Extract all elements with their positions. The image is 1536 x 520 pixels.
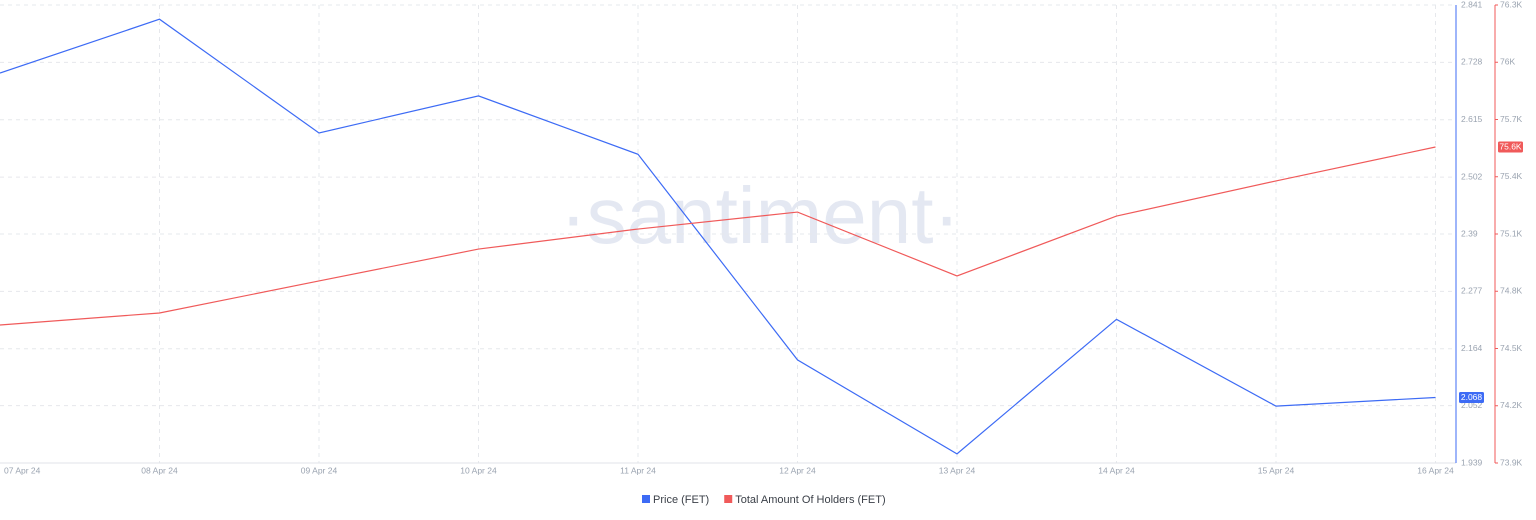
value-label: 2.068 [1461,392,1483,402]
x-tick-label: 11 Apr 24 [620,465,656,475]
value-badge [1498,141,1523,153]
y2-tick-label: 75.4K [1500,171,1523,181]
legend-swatch [724,495,733,503]
y2-tick-label: 74.2K [1500,400,1523,410]
y-tick-label: 1.939 [1461,457,1483,467]
y-tick-label: 2.615 [1461,114,1483,124]
y-tick-label: 2.502 [1461,171,1483,181]
y-tick-label: 2.728 [1461,57,1483,67]
x-tick-label: 16 Apr 24 [1417,465,1454,475]
series-line [0,18,1436,455]
y-tick-label: 2.841 [1461,0,1483,9]
x-tick-label: 13 Apr 24 [939,465,976,475]
y-tick-label: 2.164 [1461,343,1483,353]
x-tick-label: 10 Apr 24 [460,465,497,475]
y2-tick-label: 76.3K [1500,0,1523,9]
x-tick-label: 09 Apr 24 [301,465,338,475]
x-tick-label: 12 Apr 24 [779,465,816,475]
value-badge [1459,391,1484,403]
x-tick-label: 07 Apr 24 [4,465,41,475]
y-tick-label: 2.052 [1461,400,1483,410]
legend-label: Price (FET) [653,494,709,506]
y2-tick-label: 75.1K [1500,228,1523,238]
y-tick-label: 2.277 [1461,286,1483,296]
y2-tick-label: 73.9K [1500,457,1523,467]
y2-tick-label: 75.7K [1500,114,1523,124]
x-tick-label: 15 Apr 24 [1258,465,1295,475]
y-tick-label: 2.39 [1461,228,1478,238]
value-label: 75.6K [1499,142,1522,152]
x-tick-label: 08 Apr 24 [141,465,178,475]
legend-label: Total Amount Of Holders (FET) [735,494,885,506]
series-line [0,146,1436,326]
y2-tick-label: 74.5K [1500,343,1523,353]
y2-tick-label: 74.8K [1500,286,1523,296]
legend-swatch [642,495,650,503]
y2-tick-label: 76K [1500,57,1515,67]
x-tick-label: 14 Apr 24 [1098,465,1135,475]
